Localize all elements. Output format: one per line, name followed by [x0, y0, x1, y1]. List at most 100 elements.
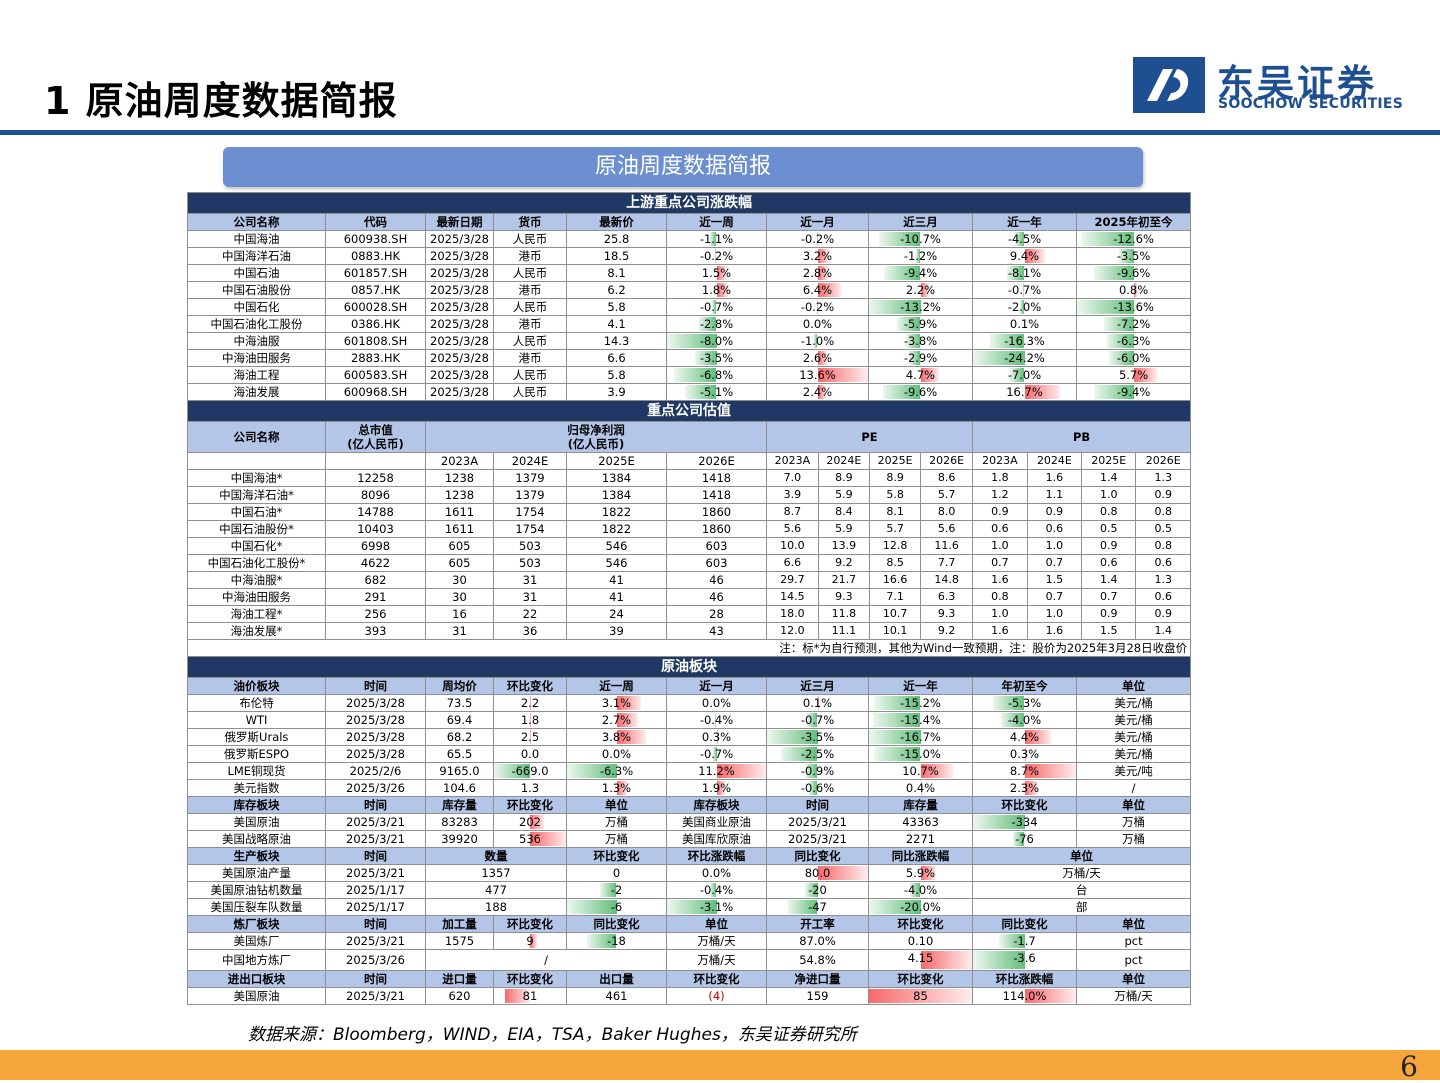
cell-value: 0.8%	[1119, 283, 1148, 297]
table-cell: 2025/3/28	[426, 231, 494, 248]
table-cell: 0.0%	[767, 316, 869, 333]
column-header: 单位	[567, 797, 667, 814]
split-value: 0.5	[1082, 521, 1136, 537]
cell-value: 2.2	[521, 696, 539, 710]
cell-value: 16.7%	[1006, 385, 1043, 399]
table-cell: 0.0%	[567, 746, 667, 763]
table-cell: 2025/3/28	[326, 695, 426, 712]
table-cell: -0.2%	[667, 248, 767, 265]
cell-value: 5.9%	[906, 866, 935, 880]
cell-value: 13.6%	[799, 368, 836, 382]
table-cell: -4.0%	[973, 712, 1077, 729]
table-cell: 中国石油股份*	[188, 521, 326, 538]
cell-value: -1.0%	[801, 334, 834, 348]
cell-value: -2.0%	[1008, 300, 1041, 314]
table-cell: 1384	[567, 487, 667, 504]
year-header: 2023A	[426, 453, 494, 470]
column-header: 环比变化	[869, 971, 973, 988]
table-cell: 人民币	[494, 299, 567, 316]
split-value: 12.8	[870, 538, 921, 554]
table-cell: 中国海洋石油*	[188, 487, 326, 504]
table-cell: 2025/3/21	[326, 865, 426, 882]
table-cell: -0.7%	[973, 282, 1077, 299]
column-header: 时间	[767, 797, 869, 814]
table-cell: 海油发展	[188, 384, 326, 401]
table-cell: 中海油服	[188, 333, 326, 350]
table-cell: 12258	[326, 470, 426, 487]
column-header: 数量	[426, 848, 567, 865]
cell-value: -2.8%	[700, 317, 733, 331]
column-header: 环比涨跌幅	[667, 848, 767, 865]
cell-value: -0.2%	[700, 249, 733, 263]
split-value: 11.6	[921, 538, 972, 554]
table-cell: 682	[326, 572, 426, 589]
table-cell: 2025/3/28	[326, 712, 426, 729]
table-cell: /	[426, 950, 667, 971]
table-cell: 3.9	[567, 384, 667, 401]
table-cell: 3.1%	[567, 695, 667, 712]
logo: 东吴证券 SOOCHOW SECURITIES	[1133, 55, 1408, 115]
cell-value: 0.3%	[702, 730, 731, 744]
split-value: 0.7	[1082, 589, 1136, 605]
cell-value: -9.4%	[904, 266, 937, 280]
split-value: 18.0	[767, 606, 818, 622]
table-cell: -669.0	[494, 763, 567, 780]
table-cell: 0.1%	[973, 316, 1077, 333]
split-value: 1.8	[973, 470, 1027, 486]
split-value: 5.9	[818, 521, 869, 537]
cell-value: -0.4%	[700, 713, 733, 727]
split-value: 8.4	[818, 504, 869, 520]
table-cell: -3.5%	[767, 729, 869, 746]
table-cell: 600583.SH	[326, 367, 426, 384]
table-cell: 83283	[426, 814, 494, 831]
split-value: 0.6	[1136, 555, 1190, 571]
table-cell: 16.7%	[973, 384, 1077, 401]
cell-value: 2.4%	[803, 385, 832, 399]
cell-value: 9	[526, 934, 533, 948]
table-cell: 2025/3/21	[326, 988, 426, 1005]
section-title: 上游重点公司涨跌幅	[188, 193, 1191, 214]
table-cell: 546	[567, 555, 667, 572]
split-value: 1.3	[1136, 470, 1190, 486]
split-value: 0.8	[973, 589, 1027, 605]
column-header: 时间	[326, 971, 426, 988]
table-cell: 2.6%	[767, 350, 869, 367]
column-header: 同比涨跌幅	[869, 848, 973, 865]
table-cell: 美国原油	[188, 988, 326, 1005]
table-cell: -16.7%	[869, 729, 973, 746]
column-header: 进出口板块	[188, 971, 326, 988]
cell-value: -15.0%	[900, 747, 941, 761]
table-cell: 0.10	[869, 933, 973, 950]
table-cell: -0.7%	[667, 299, 767, 316]
table-cell: 39920	[426, 831, 494, 848]
table-cell: -6.3%	[567, 763, 667, 780]
split-value: 8.0	[921, 504, 972, 520]
split-value: 8.1	[870, 504, 921, 520]
soochow-logo-icon	[1133, 57, 1205, 113]
column-header: 生产板块	[188, 848, 326, 865]
split-value: 5.7	[921, 487, 972, 503]
split-value: 1.0	[1082, 487, 1136, 503]
table-cell: -2	[567, 882, 667, 899]
cell-value: 11.2%	[698, 764, 735, 778]
table-cell: 美国原油	[188, 814, 326, 831]
cell-value: 0.3%	[1010, 747, 1039, 761]
table-cell: 3.8%	[567, 729, 667, 746]
table-cell: 中国海洋石油	[188, 248, 326, 265]
table-cell: -2.8%	[667, 316, 767, 333]
split-value: 14.8	[921, 572, 972, 588]
column-header: 近一月	[667, 678, 767, 695]
table-cell: -15.2%	[869, 695, 973, 712]
split-value: 5.6	[921, 521, 972, 537]
